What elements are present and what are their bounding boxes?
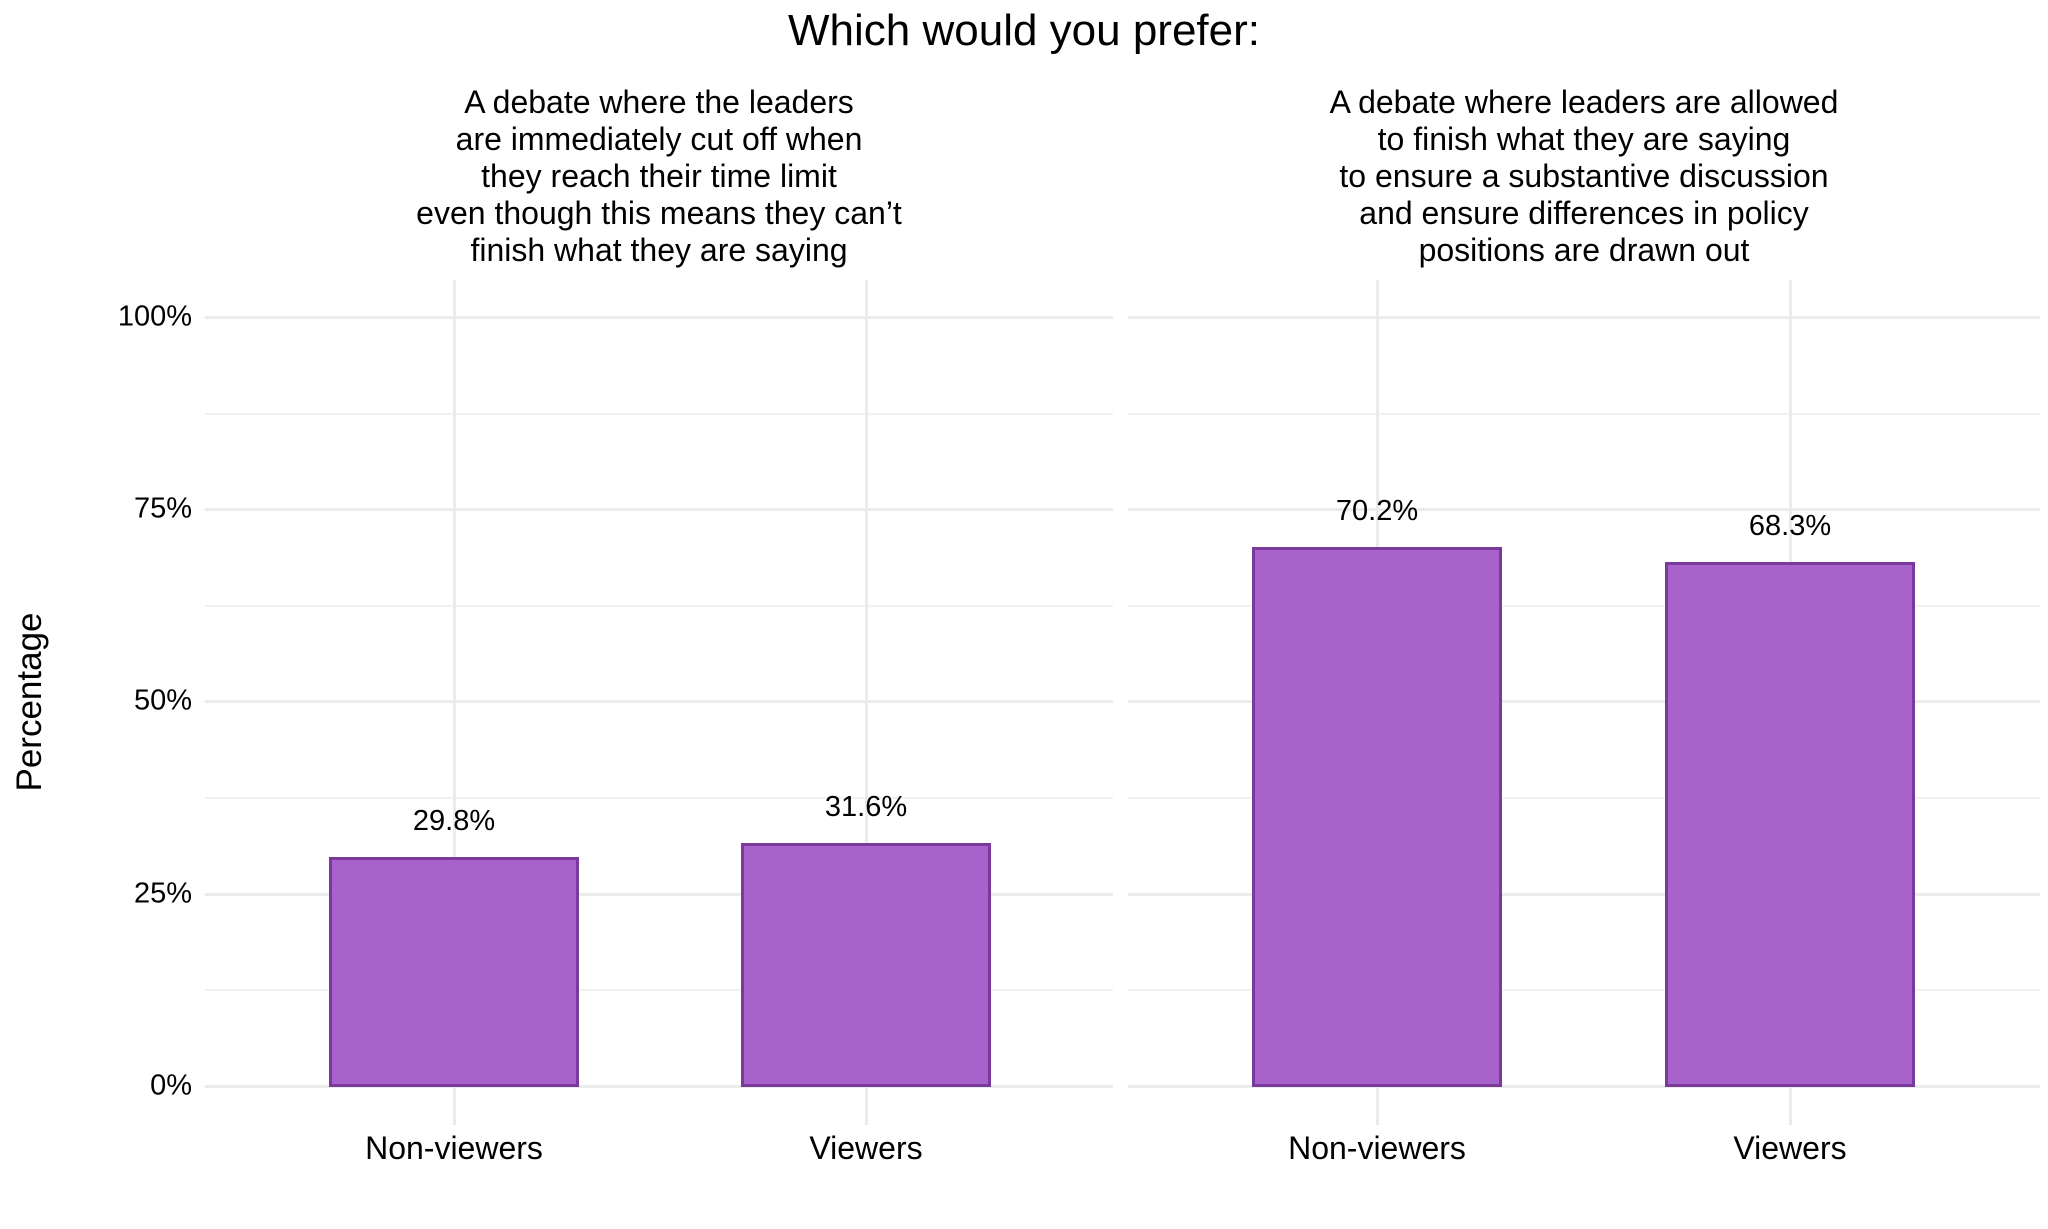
grid-vertical [865,280,868,1125]
facet-panel-finish: A debate where leaders are allowed to fi… [1128,84,2040,1130]
grid-major [1128,893,2040,896]
grid-minor [205,605,1113,607]
y-tick-100: 100% [117,300,192,333]
grid-minor [1128,797,2040,799]
x-tick-nonviewers: Non-viewers [365,1130,543,1166]
bar-finish-viewers [1665,562,1915,1087]
value-label: 29.8% [412,805,496,837]
value-label: 70.2% [1335,495,1419,527]
grid-minor [1128,989,2040,991]
bar-finish-nonviewers [1252,547,1502,1087]
value-label: 68.3% [1748,510,1832,542]
grid-minor [1128,413,2040,415]
grid-minor [1128,605,2040,607]
grid-major [205,700,1113,703]
facet-strip-label: A debate where the leaders are immediate… [416,84,902,268]
y-tick-0: 0% [150,1069,192,1102]
facet-panel-cut-off: A debate where the leaders are immediate… [205,84,1113,1130]
x-tick-viewers: Viewers [809,1130,923,1166]
grid-minor [205,797,1113,799]
y-tick-75: 75% [133,492,192,525]
y-axis-label: Percentage [10,612,49,792]
grid-major [1128,316,2040,319]
grid-major [205,1085,1113,1088]
grid-major [1128,508,2040,511]
x-tick-nonviewers: Non-viewers [1288,1130,1466,1166]
y-tick-50: 50% [133,684,192,717]
grid-minor [205,989,1113,991]
grid-major [205,893,1113,896]
grid-major [205,316,1113,319]
y-tick-25: 25% [133,877,192,910]
x-tick-viewers: Viewers [1733,1130,1847,1166]
grid-major [1128,1085,2040,1088]
facet-strip-label: A debate where leaders are allowed to fi… [1329,84,1839,268]
chart-title: Which would you prefer: [788,6,1260,55]
bar-cutoff-nonviewers [329,857,579,1087]
grid-major [205,508,1113,511]
grid-vertical [453,280,456,1125]
bar-cutoff-viewers [741,843,991,1087]
value-label: 31.6% [824,791,908,823]
grid-major [1128,700,2040,703]
grid-minor [205,413,1113,415]
